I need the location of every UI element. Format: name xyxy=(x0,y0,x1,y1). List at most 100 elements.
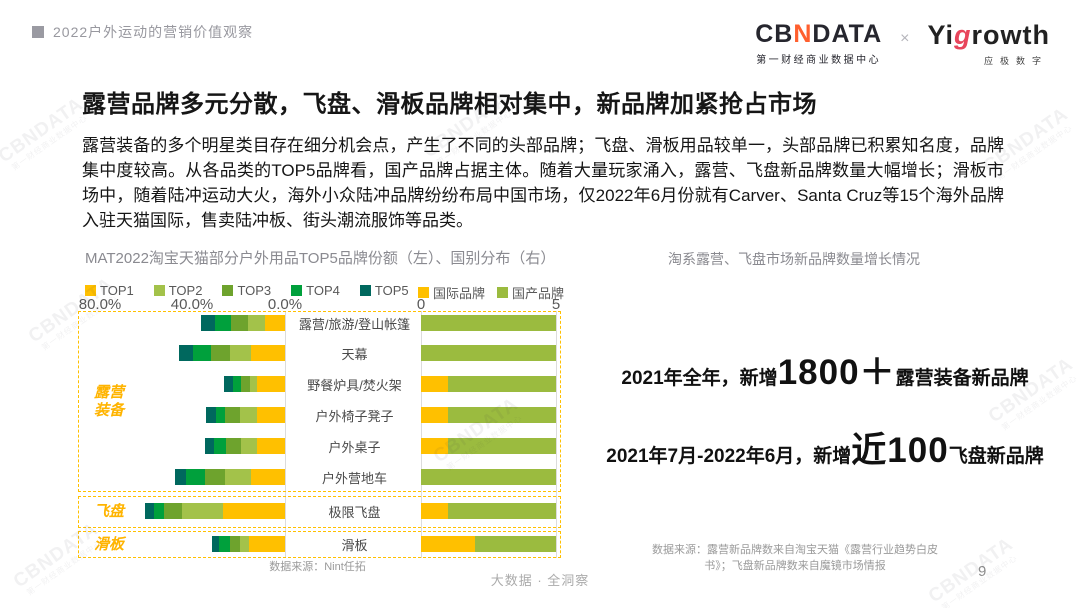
legend-item: 国际品牌 xyxy=(418,283,485,302)
legend-swatch-icon xyxy=(418,287,429,298)
bar-segment xyxy=(205,469,225,485)
legend-swatch-icon xyxy=(153,285,165,296)
bar-segment xyxy=(206,407,217,423)
legend-item: 国产品牌 xyxy=(497,283,564,302)
left-stacked-bar xyxy=(205,438,285,454)
bar-segment xyxy=(265,315,285,331)
bar-segment xyxy=(257,438,285,454)
bar-segment xyxy=(212,536,220,552)
annotation-frisbee-suffix: 飞盘新品牌 xyxy=(948,446,1044,467)
bar-segment xyxy=(211,345,230,361)
bar-segment xyxy=(205,438,215,454)
bar-segment xyxy=(421,536,475,552)
eyebrow-square-icon xyxy=(32,26,44,38)
bar-segment xyxy=(448,438,556,454)
cbn-accent: N xyxy=(793,20,813,48)
yig-part2: rowth xyxy=(971,20,1050,50)
dual-bar-chart: 露营装备 飞盘 滑板 露营/旅游/登山帐篷 天幕 野餐炉具/焚火架 户外椅子凳子 户外桌子 户外… xyxy=(78,311,563,558)
group-box xyxy=(78,531,561,558)
category-label: 户外椅子凳子 xyxy=(288,407,421,424)
bar-segment xyxy=(421,376,448,392)
bar-segment xyxy=(224,376,233,392)
left-axis-tick-40: 40.0% xyxy=(170,296,214,313)
category-label: 天幕 xyxy=(288,345,421,362)
bar-segment xyxy=(216,407,225,423)
bar-segment xyxy=(163,503,182,519)
bar-segment xyxy=(240,438,258,454)
bar-segment xyxy=(421,438,448,454)
annotation-camping: 2021年全年，新增1800＋露营装备新品牌 xyxy=(595,344,1055,395)
annotation-frisbee-number: 近100 xyxy=(851,431,949,470)
page-title: 露营品牌多元分散，飞盘、滑板品牌相对集中，新品牌加紧抢占市场 xyxy=(82,91,817,118)
bar-segment xyxy=(448,503,556,519)
bar-segment xyxy=(214,438,226,454)
right-axis-tick-5: 5 xyxy=(551,296,561,313)
legend-swatch-icon xyxy=(222,285,234,296)
bar-segment xyxy=(229,536,240,552)
bar-segment xyxy=(421,503,448,519)
category-label: 滑板 xyxy=(288,536,421,553)
bar-segment xyxy=(230,315,248,331)
bar-segment xyxy=(223,503,285,519)
left-stacked-bar xyxy=(201,315,285,331)
left-stacked-bar xyxy=(206,407,285,423)
bar-segment xyxy=(215,315,231,331)
annotation-frisbee: 2021年7月-2022年6月，新增近100飞盘新品牌 xyxy=(595,422,1055,473)
group-label: 飞盘 xyxy=(93,503,124,521)
bar-segment xyxy=(247,315,266,331)
category-label: 野餐炉具/焚火架 xyxy=(288,376,421,393)
bar-segment xyxy=(224,469,251,485)
legend-label: TOP2 xyxy=(168,283,203,298)
category-label: 极限飞盘 xyxy=(288,503,421,520)
bar-segment xyxy=(475,536,556,552)
legend-label: 国产品牌 xyxy=(512,286,565,301)
bar-segment xyxy=(257,407,285,423)
bar-segment xyxy=(153,503,164,519)
left-stacked-bar xyxy=(174,469,285,485)
left-stacked-bar xyxy=(212,536,285,552)
eyebrow-text: 2022户外运动的营销价值观察 xyxy=(53,24,254,40)
bar-segment xyxy=(239,407,258,423)
legend-item: TOP1 xyxy=(85,283,134,298)
annotation-camping-prefix: 2021年全年，新增 xyxy=(621,368,778,389)
bar-segment xyxy=(224,407,240,423)
chart-title-left: MAT2022淘宝天猫部分户外用品TOP5品牌份额（左）、国别分布（右） xyxy=(85,250,556,267)
source-note-right: 数据来源：露营新品牌数来自淘宝天猫《露营行业趋势白皮书》；飞盘新品牌数来自魔镜市… xyxy=(652,544,938,572)
axis-line xyxy=(421,311,422,558)
right-stacked-bar xyxy=(421,407,556,423)
bar-segment xyxy=(178,345,194,361)
right-stacked-bar xyxy=(421,438,556,454)
right-stacked-bar xyxy=(421,345,556,361)
bar-segment xyxy=(239,536,249,552)
legend-top5: TOP1 TOP2 TOP3 TOP4 TOP5 xyxy=(85,283,409,298)
bar-segment xyxy=(421,315,556,331)
bar-segment xyxy=(232,376,241,392)
bar-segment xyxy=(421,345,556,361)
watermark-tagline: 第一财经商业数据中心 xyxy=(10,113,89,173)
source-note-left: 数据来源：Nint任拓 xyxy=(269,561,366,573)
legend-swatch-icon xyxy=(359,285,371,296)
bar-segment xyxy=(174,469,187,485)
group-label: 滑板 xyxy=(93,535,124,553)
bar-segment xyxy=(186,469,206,485)
left-axis-tick-80: 80.0% xyxy=(78,296,122,313)
right-stacked-bar xyxy=(421,469,556,485)
cbn-tagline: 第一财经商业数据中心 xyxy=(756,55,882,66)
bar-segment xyxy=(249,376,258,392)
header-eyebrow: 2022户外运动的营销价值观察 xyxy=(32,22,253,42)
left-stacked-bar xyxy=(224,376,285,392)
legend-label: TOP5 xyxy=(374,283,409,298)
legend-swatch-icon xyxy=(85,285,96,296)
bar-segment xyxy=(219,536,230,552)
category-label: 户外营地车 xyxy=(288,469,421,486)
cbn-prefix: CB xyxy=(755,20,794,48)
bar-segment xyxy=(193,345,212,361)
page-number: 9 xyxy=(978,563,987,580)
bar-segment xyxy=(448,407,556,423)
legend-item: TOP3 xyxy=(222,283,271,298)
header-logos: CBNDATA 第一财经商业数据中心 × Yigrowth 应极数字 xyxy=(755,22,1050,67)
legend-label: TOP3 xyxy=(237,283,272,298)
legend-label: TOP1 xyxy=(100,283,134,298)
legend-item: TOP2 xyxy=(153,283,203,298)
left-stacked-bar xyxy=(178,345,285,361)
